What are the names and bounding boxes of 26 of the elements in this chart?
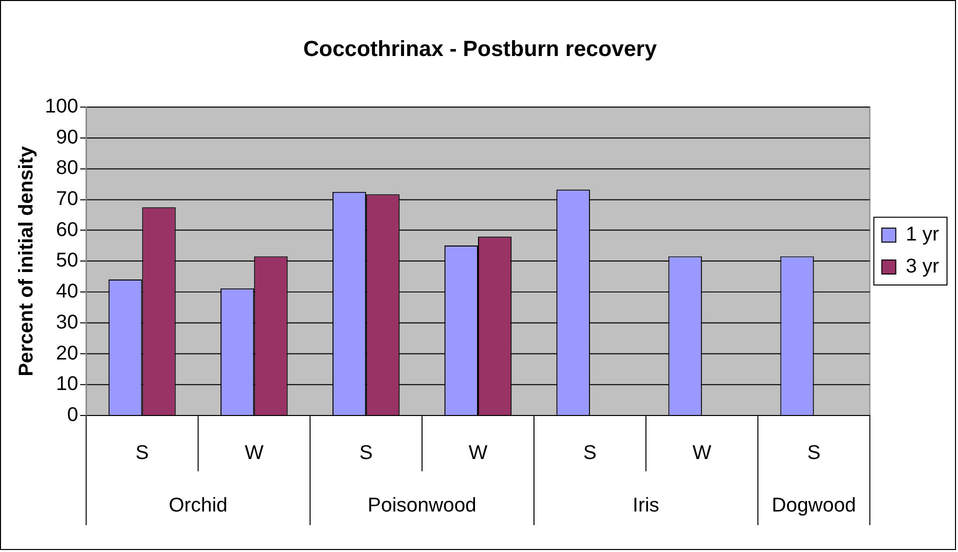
y-tick-label: 20 — [56, 342, 78, 364]
x-tick-label: S — [583, 442, 597, 464]
x-tick-label: W — [244, 442, 264, 464]
text: Orchid — [168, 494, 228, 517]
x-tick-label: S — [136, 442, 149, 464]
y-tick-label: 30 — [56, 311, 78, 334]
y-tick-label: 40 — [56, 280, 78, 303]
legend-label: 3 yr — [906, 256, 940, 278]
y-tick-label: 100 — [44, 96, 78, 118]
x-tick-label: W — [468, 442, 488, 464]
y-tick-label: 10 — [56, 373, 78, 396]
text: Poisonwood — [368, 494, 476, 517]
x-tick-label: S — [807, 442, 821, 464]
y-axis-title: Percent of initial density — [15, 146, 38, 376]
text: Dogwood — [772, 494, 856, 517]
legend-label: 1 yr — [906, 224, 940, 246]
y-tick-label: 70 — [56, 188, 78, 210]
x-tick-label: W — [692, 442, 712, 464]
x-tick-label: S — [359, 442, 373, 464]
y-tick-label: 60 — [56, 218, 78, 241]
text: Iris — [632, 494, 660, 517]
chart-title: Coccothrinax - Postburn recovery — [303, 36, 658, 62]
y-tick-label: 80 — [56, 157, 78, 180]
y-tick-label: 50 — [56, 250, 78, 272]
y-tick-label: 90 — [56, 126, 78, 148]
y-tick-label: 0 — [67, 404, 78, 426]
